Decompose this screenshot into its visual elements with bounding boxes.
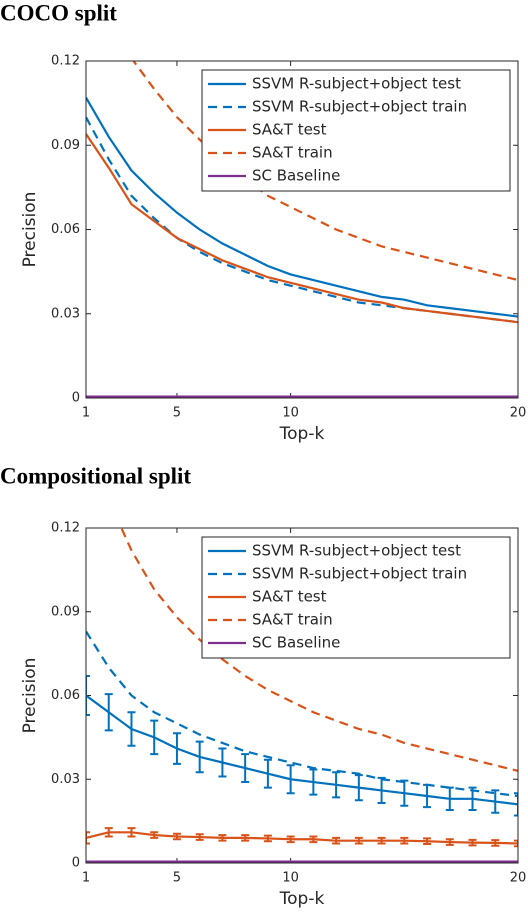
series-line	[86, 116, 518, 324]
error-bar	[423, 837, 432, 846]
error-bar	[104, 827, 113, 838]
error-bar	[86, 674, 90, 717]
plot-area	[86, 528, 518, 863]
x-tick-label: 20	[510, 406, 527, 421]
axes-box	[85, 527, 519, 864]
error-bar	[127, 827, 136, 838]
legend-box	[201, 69, 511, 192]
y-tick-label: 0.12	[51, 54, 80, 69]
error-bar	[263, 758, 272, 789]
error-bar	[400, 836, 409, 845]
error-bar	[195, 833, 204, 841]
series-line	[86, 694, 518, 806]
series-line	[86, 96, 518, 318]
error-bar	[172, 832, 181, 841]
error-bar	[491, 839, 500, 847]
error-bar	[468, 838, 477, 847]
legend-label: SA&T train	[252, 611, 333, 629]
legend-label: SA&T test	[252, 588, 327, 606]
chart-title: Compositional split	[0, 463, 191, 488]
legend-label: SC Baseline	[252, 634, 340, 652]
error-bar	[491, 789, 500, 814]
legend: SSVM R-subject+object test SSVM R-subject…	[201, 69, 511, 192]
legend-label: SSVM R-subject+object test	[252, 542, 461, 560]
error-bar	[377, 836, 386, 845]
y-tick-label: 0.09	[51, 138, 80, 153]
error-bar	[332, 836, 341, 845]
error-bar	[514, 792, 518, 817]
series-line	[132, 61, 518, 282]
error-bar	[86, 831, 90, 845]
y-tick-label: 0.12	[51, 521, 80, 536]
x-tick-label: 10	[282, 406, 299, 421]
error-bar	[354, 836, 363, 845]
y-tick-label: 0.03	[51, 772, 80, 787]
series-line	[86, 630, 518, 798]
error-bar	[514, 839, 518, 848]
legend-label: SSVM R-subject+object train	[252, 98, 467, 116]
error-bar	[354, 774, 363, 802]
error-bar	[241, 753, 250, 784]
legend-box	[201, 536, 511, 659]
x-axis-label: Top-k	[279, 424, 325, 444]
x-tick-label: 5	[173, 871, 181, 886]
y-tick-label: 0	[72, 391, 80, 406]
error-bar	[286, 764, 295, 795]
legend-label: SSVM R-subject+object train	[252, 565, 467, 583]
legend-label: SSVM R-subject+object test	[252, 75, 461, 93]
error-bar	[286, 835, 295, 844]
legend-label: SC Baseline	[252, 167, 340, 185]
error-bar	[218, 747, 227, 778]
error-bar	[263, 834, 272, 843]
series-line	[86, 133, 518, 324]
series-line	[86, 831, 518, 845]
y-tick-label: 0	[72, 856, 80, 871]
error-bar	[309, 835, 318, 844]
legend-label: SA&T train	[252, 144, 333, 162]
axes-box	[85, 60, 519, 399]
x-tick-label: 10	[282, 871, 299, 886]
error-bar	[127, 711, 136, 747]
error-bar	[150, 831, 159, 839]
legend: SSVM R-subject+object test SSVM R-subject…	[201, 536, 511, 659]
legend-label: SA&T test	[252, 121, 327, 139]
error-bar	[445, 838, 454, 846]
error-bar	[309, 768, 318, 796]
plot-area	[86, 61, 518, 398]
y-axis-label: Precision	[20, 658, 40, 734]
error-bar	[104, 693, 113, 732]
x-tick-label: 5	[173, 406, 181, 421]
series-line	[120, 528, 518, 772]
x-tick-label: 20	[510, 871, 527, 886]
chart-title: COCO split	[0, 0, 117, 25]
error-bar	[195, 740, 204, 774]
error-bar	[241, 834, 250, 842]
error-bar	[172, 732, 181, 765]
y-axis-label: Precision	[20, 192, 40, 268]
error-bar	[218, 834, 227, 842]
y-tick-label: 0.03	[51, 306, 80, 321]
error-bar	[377, 776, 386, 804]
y-tick-label: 0.06	[51, 688, 80, 703]
x-tick-label: 1	[82, 871, 90, 886]
error-bar	[150, 719, 159, 756]
y-tick-label: 0.09	[51, 604, 80, 619]
chart: Compositional split 0 0.03 0.06 0.09 0.12 1 5 10…	[0, 463, 527, 909]
y-tick-label: 0.06	[51, 222, 80, 237]
chart: COCO split 0 0.03 0.06 0.09 0.12 1 5 10 20 Top-k Pr…	[0, 0, 526, 444]
x-tick-label: 1	[82, 406, 90, 421]
x-axis-label: Top-k	[279, 889, 325, 909]
